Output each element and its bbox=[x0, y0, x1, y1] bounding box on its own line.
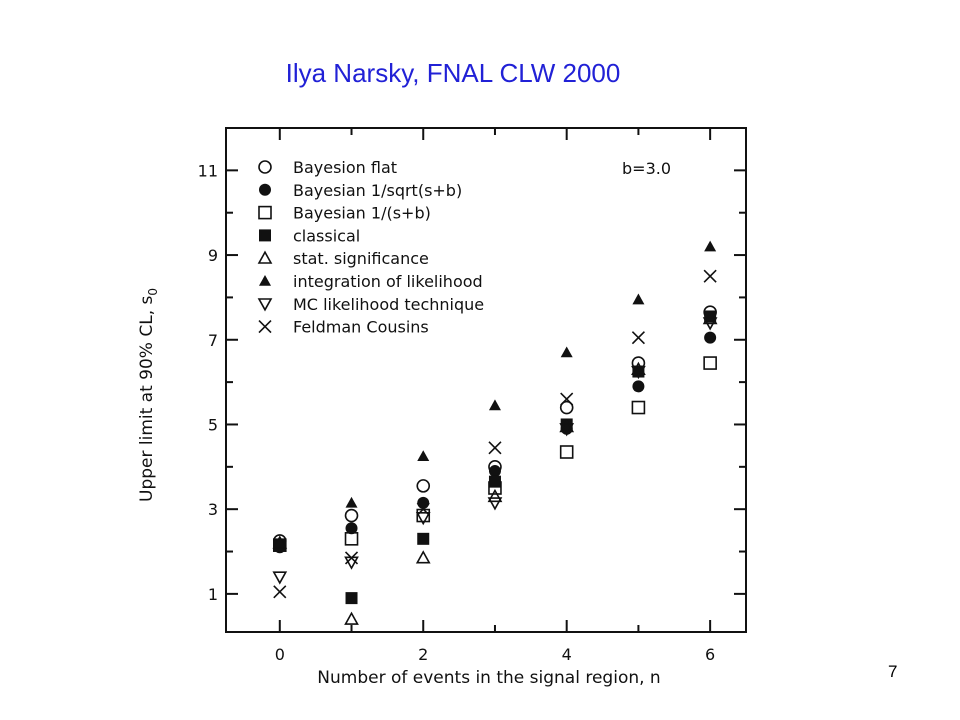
data-point bbox=[345, 522, 358, 535]
x-axis-label: Number of events in the signal region, n bbox=[317, 668, 660, 688]
y-tick-label: 11 bbox=[198, 161, 218, 180]
data-point bbox=[272, 571, 288, 585]
y-tick-label: 1 bbox=[208, 585, 218, 604]
data-point bbox=[704, 331, 717, 344]
data-point bbox=[345, 496, 358, 508]
data-point bbox=[344, 551, 359, 565]
data-point bbox=[416, 479, 431, 493]
data-point bbox=[488, 399, 501, 411]
data-point bbox=[632, 380, 645, 393]
data-point bbox=[631, 365, 646, 380]
data-point bbox=[417, 496, 430, 509]
legend-entry: integration of likelihood bbox=[259, 272, 483, 291]
page-number: 7 bbox=[888, 662, 898, 681]
data-point bbox=[345, 592, 358, 605]
data-point bbox=[631, 331, 645, 345]
legend-label: stat. significance bbox=[293, 249, 429, 268]
legend-label: MC likelihood technique bbox=[293, 295, 484, 314]
axis-ticks: 1 3 5 7 9 11 0 2 4 6 bbox=[198, 127, 746, 664]
data-point bbox=[703, 269, 717, 283]
data-point bbox=[631, 361, 646, 376]
legend-label: Feldman Cousins bbox=[293, 318, 429, 337]
y-axis-label: Upper limit at 90% CL, s0 bbox=[137, 288, 160, 502]
data-point bbox=[344, 611, 359, 625]
data-point bbox=[560, 392, 574, 406]
legend-marker bbox=[259, 229, 271, 242]
legend-label: integration of likelihood bbox=[293, 272, 483, 291]
slide-title: Ilya Narsky, FNAL CLW 2000 bbox=[285, 58, 621, 88]
data-point bbox=[560, 346, 573, 358]
legend-marker bbox=[259, 183, 271, 196]
data-point bbox=[416, 502, 430, 516]
data-point bbox=[631, 400, 646, 415]
data-point bbox=[344, 508, 359, 523]
legend-label: classical bbox=[293, 226, 360, 245]
plot-frame bbox=[225, 127, 747, 633]
data-point bbox=[415, 550, 431, 564]
y-tick-label: 5 bbox=[208, 415, 218, 434]
y-tick-label: 7 bbox=[208, 331, 218, 350]
data-point bbox=[702, 317, 718, 331]
legend-label: Bayesion flat bbox=[293, 158, 397, 177]
data-point bbox=[559, 423, 575, 437]
x-tick-label: 6 bbox=[705, 645, 715, 664]
series-5 bbox=[273, 240, 717, 548]
legend-marker bbox=[258, 320, 272, 334]
series-1 bbox=[273, 331, 717, 554]
data-point bbox=[487, 497, 503, 511]
x-tick-label: 0 bbox=[275, 645, 285, 664]
b-value-annotation: b=3.0 bbox=[622, 159, 671, 178]
legend-label: Bayesian 1/sqrt(s+b) bbox=[293, 181, 462, 200]
data-point bbox=[488, 475, 501, 488]
x-tick-label: 4 bbox=[562, 645, 572, 664]
legend-marker bbox=[259, 275, 271, 286]
data-point bbox=[417, 532, 430, 545]
series-0 bbox=[272, 305, 717, 548]
series-7 bbox=[273, 269, 717, 599]
legend-entry: MC likelihood technique bbox=[257, 295, 484, 314]
legend-entry: stat. significance bbox=[257, 249, 429, 268]
legend-entry: classical bbox=[259, 226, 360, 245]
data-points bbox=[272, 240, 718, 625]
data-point bbox=[704, 240, 717, 252]
legend-entry: Bayesian 1/sqrt(s+b) bbox=[259, 181, 462, 200]
legend-entry: Feldman Cousins bbox=[258, 318, 429, 337]
legend-label: Bayesian 1/(s+b) bbox=[293, 204, 431, 223]
legend-entry: Bayesion flat bbox=[258, 158, 397, 177]
data-point bbox=[344, 532, 359, 546]
series-6 bbox=[272, 317, 718, 585]
data-point bbox=[417, 450, 430, 462]
data-point bbox=[273, 537, 286, 548]
legend: Bayesion flat Bayesian 1/sqrt(s+b) Bayesia… bbox=[257, 158, 484, 337]
y-tick-label: 3 bbox=[208, 500, 218, 519]
data-point bbox=[488, 441, 502, 455]
legend-marker bbox=[258, 160, 272, 174]
series-2 bbox=[272, 356, 717, 552]
y-axis-label-subscript: 0 bbox=[146, 288, 160, 296]
data-point bbox=[559, 418, 575, 433]
data-point bbox=[487, 488, 503, 503]
y-axis-label-main: Upper limit at 90% CL, s bbox=[137, 295, 157, 502]
data-point bbox=[703, 356, 717, 370]
data-point bbox=[559, 445, 574, 459]
plot-border bbox=[225, 127, 747, 633]
legend-marker bbox=[258, 205, 272, 220]
data-point bbox=[559, 400, 574, 415]
data-point bbox=[632, 293, 645, 305]
y-tick-label: 9 bbox=[208, 246, 218, 265]
x-tick-label: 2 bbox=[418, 645, 428, 664]
data-point bbox=[488, 465, 501, 478]
legend-marker bbox=[257, 298, 273, 312]
data-point bbox=[273, 585, 287, 599]
data-point bbox=[415, 512, 431, 526]
legend-entry: Bayesian 1/(s+b) bbox=[258, 204, 431, 223]
legend-marker bbox=[257, 250, 273, 264]
series-3 bbox=[273, 310, 717, 605]
